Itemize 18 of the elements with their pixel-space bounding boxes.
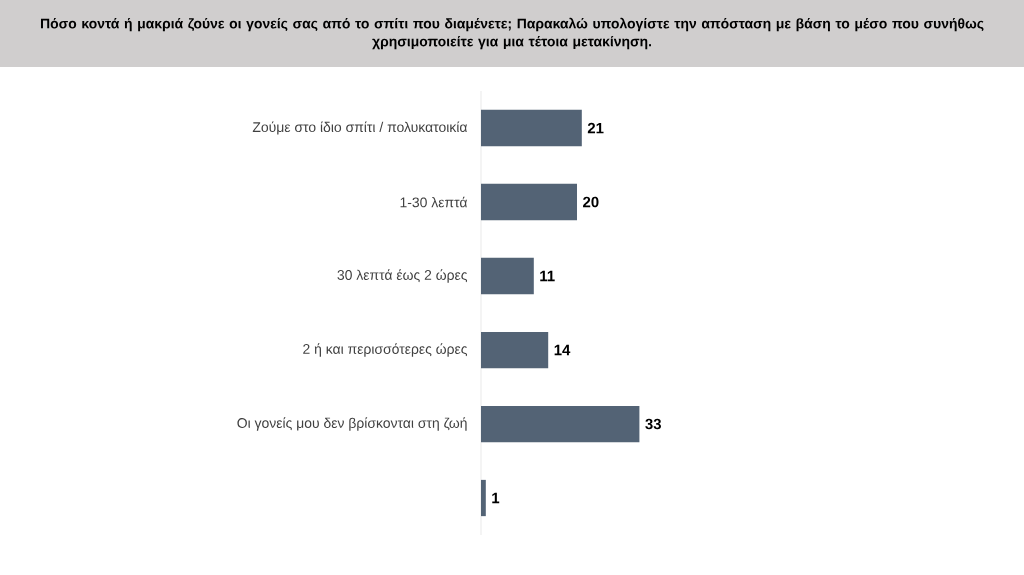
y-tick-label: Ζούμε στο ίδιο σπίτι / πολυκατοικία [252,121,468,135]
y-tick-label: 1-30 λεπτά [400,196,468,208]
y-tick-label: Οι γονείς μου δεν βρίσκονται στη ζωή [237,417,467,431]
bar [481,257,534,295]
bar [481,109,582,147]
data-label: 14 [554,344,571,356]
bar [481,183,577,221]
bar [481,479,486,517]
y-tick-label: 30 λεπτά έως 2 ώρες [337,269,468,283]
data-label: 33 [645,418,661,430]
data-label: 1 [492,492,500,504]
y-tick-label: 2 ή και περισσότερες ώρες [303,343,468,357]
bar [481,405,640,443]
data-label: 20 [583,196,599,208]
bar [481,331,549,369]
chart-title: Πόσο κοντά ή μακριά ζούνε οι γονείς σας από το σπίτι που διαμένετε; Παρακαλώ υπολογίστε την απόσταση με βάση το μέσο που συνήθως χρησιμοποιείτε για μια τέτοια μετακίνηση. [40,17,984,50]
data-label: 21 [587,122,604,134]
data-label: 11 [540,270,555,282]
